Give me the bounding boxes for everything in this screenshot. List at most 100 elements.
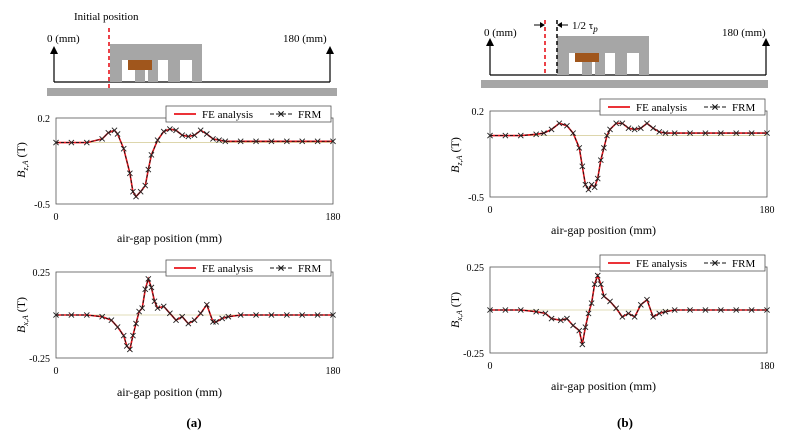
b-bz-frm-point-23 (631, 126, 638, 133)
a-bx-frm-point-22 (185, 320, 192, 327)
b-bz-frm-point-10 (579, 163, 586, 170)
a-bx-frm-point-5 (114, 324, 121, 330)
b-bz-ytick-top: 0.2 (472, 107, 485, 118)
b-bz-frm-point-9 (576, 144, 583, 151)
a-bz-ylabel-symbol: B (14, 170, 28, 178)
a-bz-xtick-right: 180 (326, 212, 341, 223)
b-bx-frm-point-32 (733, 307, 740, 313)
b-bz-xtick-right: 180 (760, 205, 775, 216)
panel-b-magnet-stem (582, 62, 592, 75)
a-bz-frm-point-0 (53, 139, 59, 146)
b-bx-frm-point-25 (650, 313, 657, 320)
a-bz-xtick-left: 0 (54, 212, 59, 223)
b-bx-frm-point-7 (564, 315, 570, 322)
b-bx-xtick-left: 0 (488, 361, 493, 372)
a-bx-ytick-bottom: -0.25 (29, 354, 50, 365)
b-bx-frm-point-29 (687, 307, 693, 313)
panel-b-shift-arrowhead-left (540, 22, 545, 28)
b-bz-frm-point-15 (594, 175, 601, 182)
b-bx-legend-box (599, 254, 766, 272)
b-bx-frm-point-21 (625, 310, 632, 317)
a-bx-frm-point-28 (219, 315, 226, 322)
b-bx-frm-point-12 (585, 310, 592, 317)
b-bz-frm-point-20 (613, 120, 620, 127)
a-bx-frm-point-8 (126, 346, 133, 353)
a-bz-frm-point-19 (179, 132, 186, 139)
a-bx-frm-point-4 (108, 317, 115, 324)
b-bz-frm-point-24 (637, 125, 644, 132)
b-bx-frm-point-5 (548, 315, 555, 322)
b-bx-frm-point-20 (619, 313, 626, 320)
b-bx-series-frm (490, 274, 767, 345)
b-bx-ylabel-unit: (T) (448, 292, 462, 307)
b-bz-frm-point-17 (600, 144, 607, 151)
a-bz-frm-point-11 (137, 188, 144, 195)
b-bz-frm-point-35 (764, 130, 770, 137)
a-bz-frm-point-4 (105, 129, 112, 136)
a-bx-legend-box (165, 259, 332, 277)
b-bz-frm-point-33 (733, 130, 740, 137)
b-bz-frm-point-1 (502, 132, 509, 139)
panel-b-magnet (575, 53, 599, 62)
a-bx-frm-point-12 (139, 305, 146, 312)
a-bz-series-frm (56, 128, 333, 198)
b-bz-frm-point-19 (607, 126, 613, 133)
b-bx-frm-point-16 (597, 281, 604, 288)
a-bx-xlabel: air-gap position (mm) (117, 385, 222, 399)
a-bx-frm-point-14 (145, 275, 152, 282)
panel-a-magnet (128, 60, 152, 70)
panel-b-mover-core (557, 36, 649, 75)
a-bx-legend-fe-label: FE analysis (202, 263, 253, 275)
a-bx-frm-point-0 (53, 312, 59, 318)
a-bx-frm-point-19 (166, 310, 173, 317)
a-bz-ylabel-subscript: z,A (21, 160, 30, 171)
panel-a-end-label: 180 (mm) (283, 33, 327, 45)
a-bz-frm-point-8 (126, 170, 133, 177)
b-bz-frm-point-18 (604, 132, 610, 139)
b-bz-frm-point-26 (650, 125, 657, 132)
panel-a-marker-label: Initial position (74, 11, 139, 23)
a-bx-frm-point-34 (299, 312, 306, 318)
b-bx-frm-point-33 (748, 307, 755, 313)
panel-b-diagram: 0 (mm) 180 (mm) 1/2 τp (481, 20, 770, 88)
b-bz-frm-point-32 (717, 130, 724, 137)
b-bx-frm-point-30 (702, 307, 709, 313)
b-bx-frm-point-13 (588, 300, 595, 307)
b-bx-frm-point-22 (631, 313, 638, 320)
b-bz-frm-point-8 (570, 130, 577, 137)
b-bx-frm-point-28 (671, 307, 678, 313)
a-bx-frm-point-29 (225, 313, 232, 320)
b-bz-frm-point-28 (662, 130, 669, 137)
b-bx-ylabel-symbol: B (448, 320, 462, 328)
a-bz-frm-point-20 (185, 133, 192, 140)
a-bz-frm-point-21 (191, 132, 198, 139)
a-bx-frm-point-13 (142, 286, 149, 293)
b-bx-frm-point-9 (576, 327, 583, 334)
b-bx-ytick-bottom: -0.25 (463, 349, 484, 360)
b-bx-frm-point-8 (570, 322, 577, 329)
panel-a-rail (47, 88, 337, 96)
b-bz-ylabel-unit: (T) (448, 137, 462, 152)
b-bz-frm-point-4 (540, 130, 547, 137)
panel-b-shift-arrowhead-right (557, 22, 562, 28)
a-bx-frm-point-25 (203, 301, 210, 308)
b-bz-ylabel-subscript: z,A (455, 155, 464, 166)
a-bz-legend-frm-marker (278, 111, 284, 117)
a-bx-frm-point-33 (283, 312, 290, 318)
panel-a-magnet-stem (135, 70, 145, 82)
a-bz-frm-point-23 (203, 131, 210, 137)
a-bz-frm-point-18 (173, 127, 179, 134)
a-bx-ylabel: Bx,A (T) (14, 297, 30, 333)
a-bz-frm-point-1 (68, 139, 75, 146)
a-bx-frm-point-1 (68, 312, 75, 318)
b-bz-ylabel-symbol: B (448, 165, 462, 173)
a-bz-ytick-bottom: -0.5 (34, 200, 50, 211)
b-bz-legend-frm-marker (712, 104, 718, 110)
b-bz-frm-point-14 (591, 184, 598, 191)
chart-b-bx: 0.25 -0.25 0 180 air-gap position (mm) Bx,A (T… (448, 254, 775, 393)
a-bz-frm-point-30 (283, 138, 290, 145)
b-bx-frm-point-17 (600, 293, 607, 300)
a-bz-plot-frame (55, 117, 334, 205)
a-bz-frm-point-33 (330, 138, 336, 145)
a-bz-frm-point-2 (83, 139, 90, 146)
